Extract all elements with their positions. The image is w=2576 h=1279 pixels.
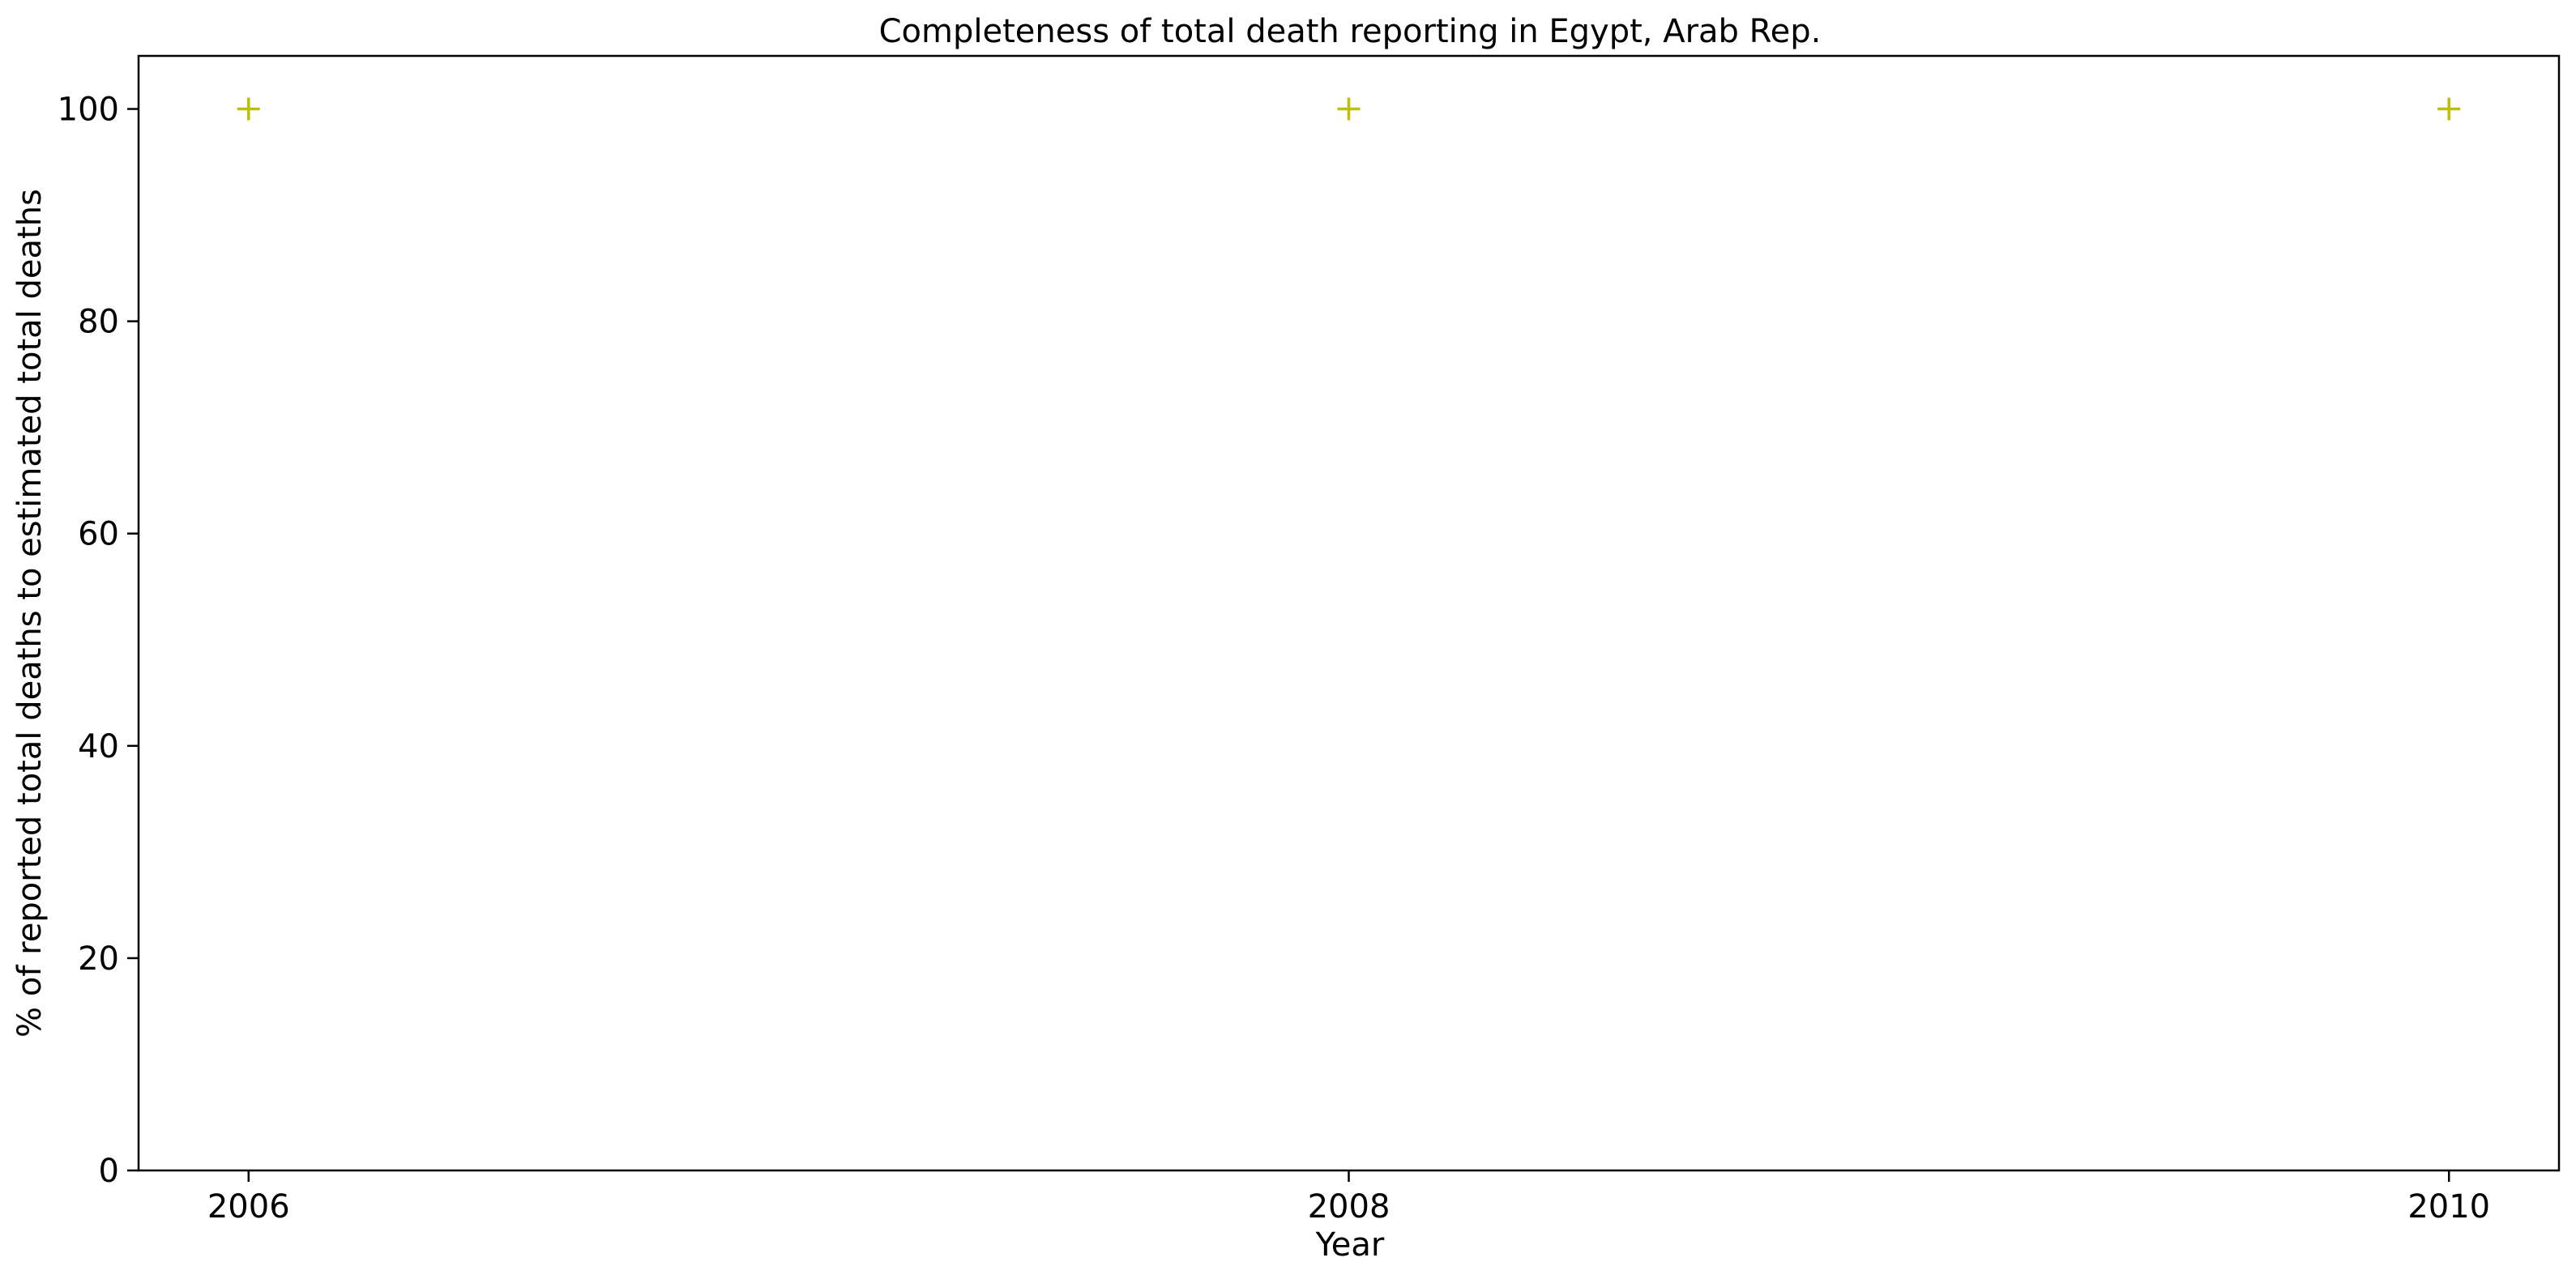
data-point <box>237 97 260 121</box>
data-point <box>1337 97 1361 121</box>
y-tick-label: 100 <box>58 92 119 129</box>
x-tick-label: 2006 <box>207 1188 290 1226</box>
x-axis-ticks: 2006 2008 2010 <box>207 1170 2490 1226</box>
plot-frame <box>137 54 2561 1172</box>
y-tick-label: 60 <box>78 516 119 553</box>
y-tick-label: 40 <box>78 728 119 765</box>
data-point <box>2437 97 2461 121</box>
y-axis-label: % of reported total deaths to estimated … <box>11 189 49 1038</box>
y-tick-label: 20 <box>78 940 119 978</box>
x-tick-label: 2010 <box>2407 1188 2490 1226</box>
x-axis-label: Year <box>1315 1226 1385 1264</box>
y-axis-ticks: 0 20 40 60 80 100 <box>58 92 139 1190</box>
data-points <box>237 97 2461 121</box>
y-tick-label: 80 <box>78 304 119 341</box>
x-tick-label: 2008 <box>1308 1188 1391 1226</box>
chart-title: Completeness of total death reporting in… <box>879 13 1822 50</box>
y-tick-label: 0 <box>99 1153 119 1190</box>
